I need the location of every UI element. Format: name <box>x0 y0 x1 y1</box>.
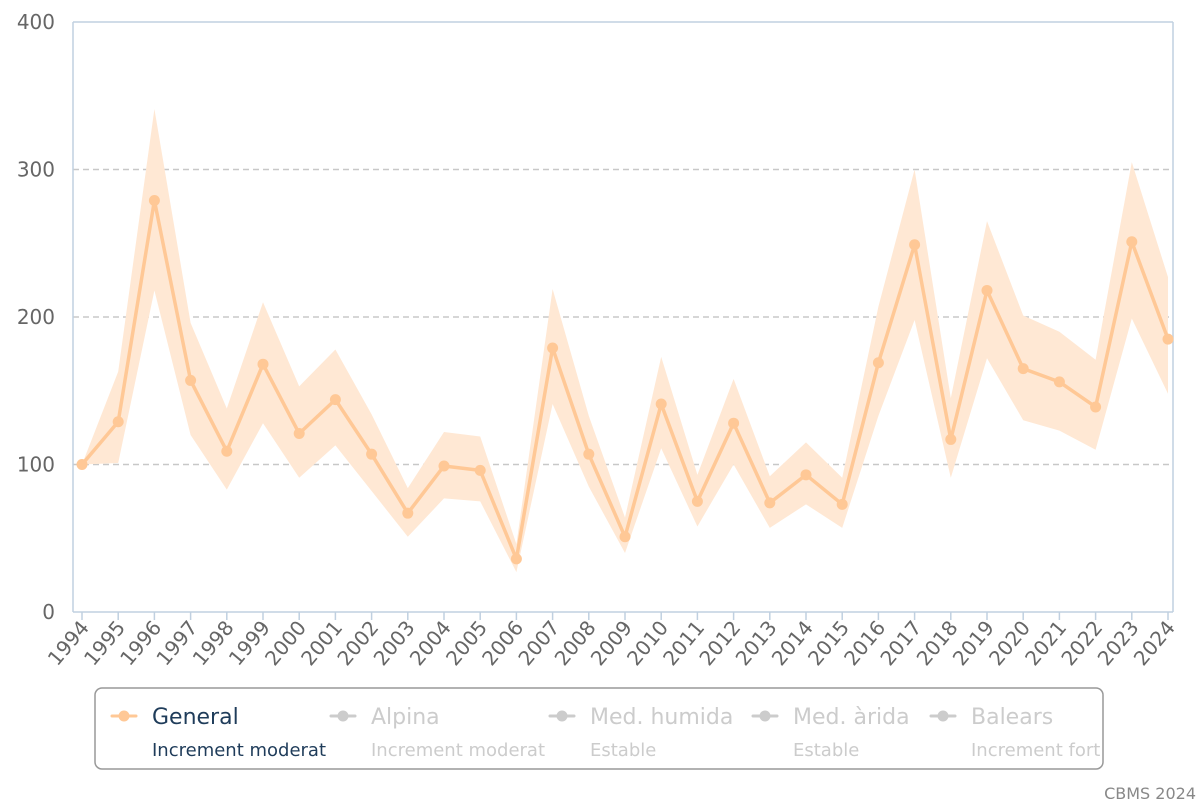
data-point[interactable] <box>76 459 88 470</box>
credit-text: CBMS 2024 <box>1104 784 1196 800</box>
legend-symbol-marker <box>556 710 568 722</box>
legend-symbol-marker <box>118 710 130 722</box>
data-point[interactable] <box>945 433 957 445</box>
data-point[interactable] <box>619 531 631 543</box>
legend-series-trend: Estable <box>590 740 656 761</box>
legend-series-trend: Estable <box>793 740 859 761</box>
data-point[interactable] <box>547 342 559 354</box>
data-point[interactable] <box>185 374 197 386</box>
axis-layer <box>72 21 1174 620</box>
legend-series-trend: Increment fort <box>971 740 1100 761</box>
y-tick-label: 0 <box>42 600 55 624</box>
data-point[interactable] <box>438 460 450 472</box>
data-point[interactable] <box>1053 376 1065 388</box>
legend-symbol-marker <box>337 710 349 722</box>
data-point[interactable] <box>293 428 305 440</box>
data-point[interactable] <box>474 464 486 476</box>
legend-item-3[interactable]: Med. àrida Estable <box>751 705 910 761</box>
legend-symbol-marker <box>759 710 771 722</box>
y-tick-label: 300 <box>17 158 55 182</box>
data-point[interactable] <box>221 445 233 457</box>
y-tick-label: 100 <box>17 453 55 477</box>
xtick-layer: 1994199519961997199819992000200120022003… <box>43 616 1180 670</box>
data-point[interactable] <box>148 194 160 206</box>
y-tick-label: 400 <box>17 10 55 34</box>
band-layer <box>82 109 1168 573</box>
legend-symbol-marker <box>937 710 949 722</box>
data-point[interactable] <box>728 417 740 429</box>
data-point[interactable] <box>257 358 269 370</box>
legend-series-trend: Increment moderat <box>152 740 326 761</box>
data-point[interactable] <box>402 507 414 519</box>
legend-item-2[interactable]: Med. humida Estable <box>548 705 733 761</box>
legend-item-0[interactable]: General Increment moderat <box>110 705 326 761</box>
data-point[interactable] <box>510 553 522 565</box>
legend-series-name: Med. àrida <box>793 705 910 730</box>
data-point[interactable] <box>655 398 667 410</box>
x-tick-label: 2024 <box>1129 616 1180 670</box>
data-point[interactable] <box>1162 333 1174 345</box>
legend-series-name: General <box>152 705 239 730</box>
data-point[interactable] <box>112 416 124 428</box>
data-point[interactable] <box>366 448 378 460</box>
data-point[interactable] <box>872 357 884 369</box>
legend-box <box>94 687 1104 770</box>
legend-item-4[interactable]: Balears Increment fort <box>929 705 1100 761</box>
data-point[interactable] <box>1090 401 1102 413</box>
legend-item-1[interactable]: Alpina Increment moderat <box>329 705 545 761</box>
data-point[interactable] <box>909 239 921 251</box>
legend: General Increment moderat Alpina Increment … <box>94 687 1104 770</box>
series-layer <box>76 194 1174 565</box>
data-point[interactable] <box>1126 236 1138 248</box>
series-band-0 <box>82 109 1168 573</box>
legend-series-name: Alpina <box>371 705 440 730</box>
data-point[interactable] <box>800 469 812 481</box>
data-point[interactable] <box>691 495 703 507</box>
data-point[interactable] <box>981 284 993 296</box>
data-point[interactable] <box>764 497 776 509</box>
legend-series-name: Med. humida <box>590 705 733 730</box>
data-point[interactable] <box>1017 363 1029 375</box>
data-point[interactable] <box>329 394 341 406</box>
legend-series-trend: Increment moderat <box>371 740 545 761</box>
data-point[interactable] <box>583 448 595 460</box>
ytick-layer: 0 100 200 300 400 <box>17 10 55 624</box>
legend-series-name: Balears <box>971 705 1053 730</box>
grid-layer <box>73 168 1173 466</box>
data-point[interactable] <box>836 498 848 510</box>
y-tick-label: 200 <box>17 305 55 329</box>
